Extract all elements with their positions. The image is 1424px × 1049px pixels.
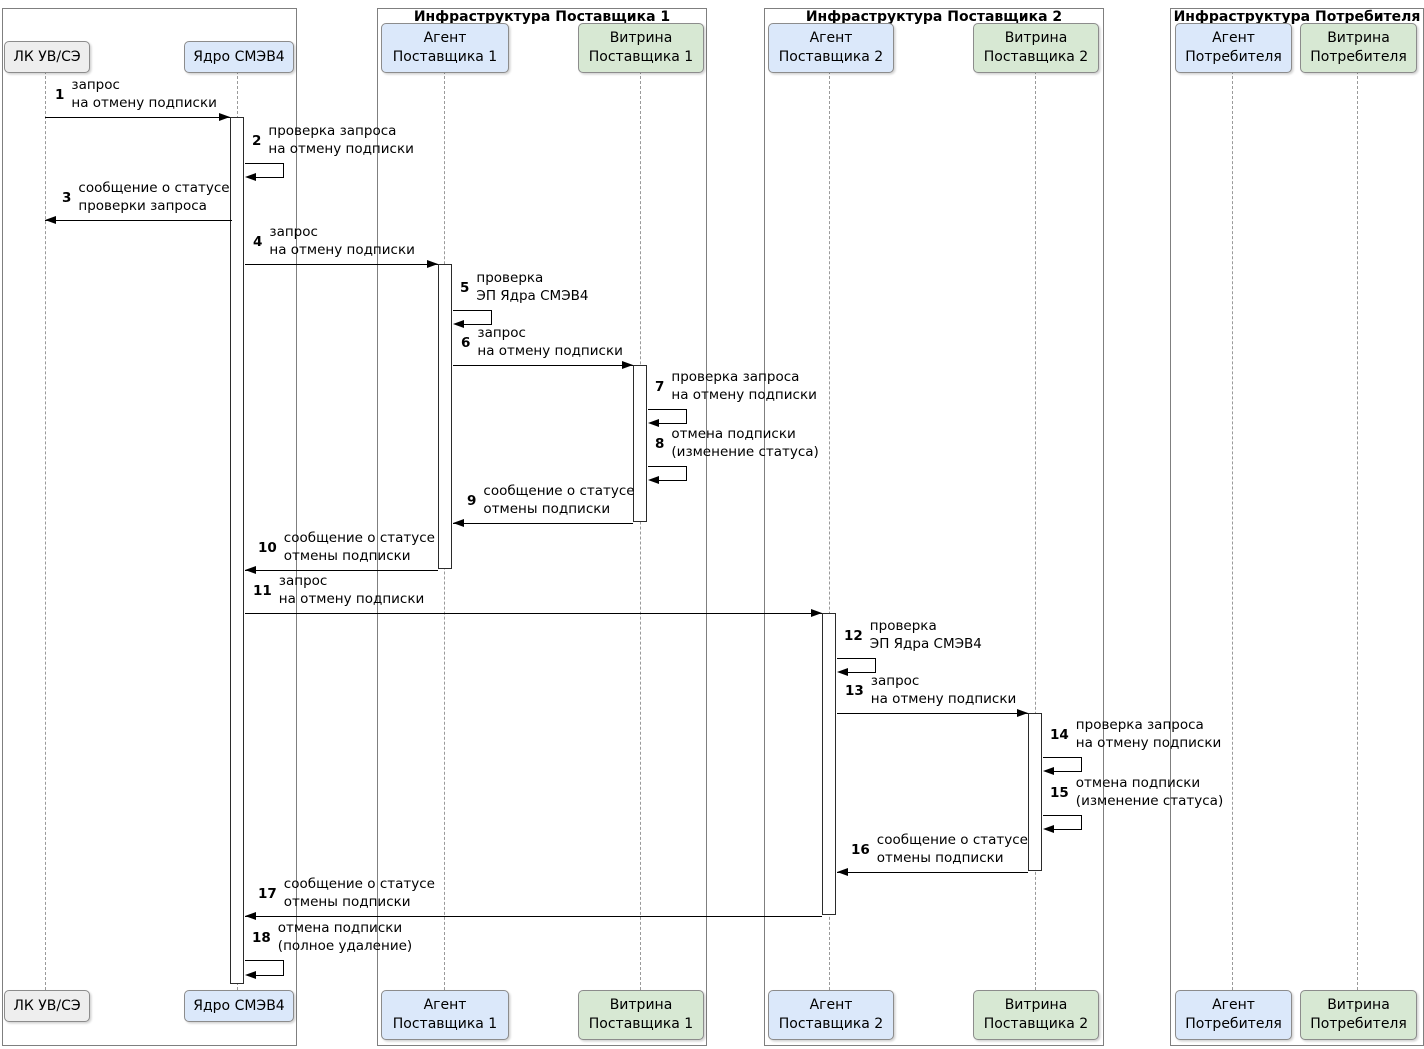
activation-vitrina-provider-2 — [1028, 713, 1042, 871]
participant-top-vitrina-provider-2: Витрина Поставщика 2 — [973, 23, 1099, 73]
participant-bottom-vitrina-consumer: Витрина Потребителя — [1300, 990, 1417, 1040]
frame-provider-2: Инфраструктура Поставщика 2 — [764, 8, 1104, 1046]
frame-core — [2, 8, 297, 1046]
participant-top-vitrina-consumer: Витрина Потребителя — [1300, 23, 1417, 73]
participant-top-core-smev4: Ядро СМЭВ4 — [184, 41, 294, 73]
lifeline-vitrina-provider-2 — [1035, 71, 1036, 990]
lifeline-agent-consumer — [1232, 71, 1233, 990]
frame-consumer: Инфраструктура Потребителя — [1170, 8, 1424, 1046]
frame-provider-2-title: Инфраструктура Поставщика 2 — [805, 9, 1063, 25]
participant-top-lk-uv-se: ЛК УВ/СЭ — [4, 41, 90, 73]
lifeline-vitrina-provider-1 — [640, 71, 641, 990]
participant-bottom-agent-provider-1: Агент Поставщика 1 — [381, 990, 509, 1040]
activation-agent-provider-2 — [822, 613, 836, 915]
participant-bottom-vitrina-provider-2: Витрина Поставщика 2 — [973, 990, 1099, 1040]
participant-top-agent-provider-2: Агент Поставщика 2 — [768, 23, 894, 73]
participant-bottom-agent-provider-2: Агент Поставщика 2 — [768, 990, 894, 1040]
frame-consumer-title: Инфраструктура Потребителя — [1173, 9, 1421, 25]
lifeline-vitrina-consumer — [1357, 71, 1358, 990]
participant-bottom-vitrina-provider-1: Витрина Поставщика 1 — [578, 990, 704, 1040]
activation-vitrina-provider-1 — [633, 365, 647, 522]
activation-agent-provider-1 — [438, 264, 452, 569]
frame-provider-1-title: Инфраструктура Поставщика 1 — [413, 9, 671, 25]
frame-core-title — [3, 9, 296, 10]
participant-top-vitrina-provider-1: Витрина Поставщика 1 — [578, 23, 704, 73]
participant-bottom-core-smev4: Ядро СМЭВ4 — [184, 990, 294, 1022]
lifeline-agent-provider-2 — [829, 71, 830, 990]
lifeline-lk-uv-se — [45, 71, 46, 990]
activation-core-smev4 — [230, 117, 244, 984]
participant-top-agent-consumer: Агент Потребителя — [1175, 23, 1292, 73]
participant-top-agent-provider-1: Агент Поставщика 1 — [381, 23, 509, 73]
participant-bottom-lk-uv-se: ЛК УВ/СЭ — [4, 990, 90, 1022]
participant-bottom-agent-consumer: Агент Потребителя — [1175, 990, 1292, 1040]
frame-provider-1: Инфраструктура Поставщика 1 — [377, 8, 707, 1046]
